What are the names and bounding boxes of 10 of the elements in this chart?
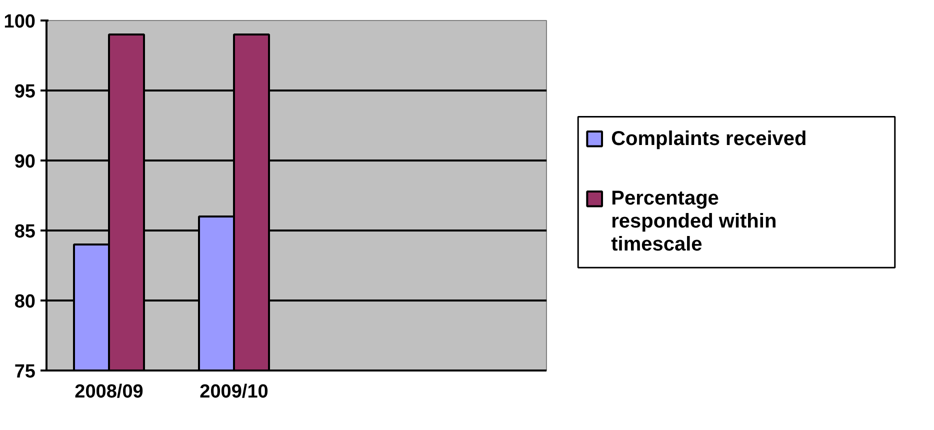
y-tick-label: 80 (14, 292, 36, 312)
legend-label: Complaints received (611, 128, 807, 150)
y-tick-label: 75 (14, 362, 36, 382)
y-tick-label: 90 (14, 152, 36, 172)
y-tick-label: 95 (14, 82, 36, 102)
x-tick-label: 2009/10 (200, 382, 268, 402)
y-tick-label: 100 (4, 12, 36, 32)
x-tick-label: 2008/09 (74, 382, 144, 402)
y-tick-label: 85 (14, 222, 36, 242)
legend-label: Percentage responded within timescale (611, 188, 777, 256)
